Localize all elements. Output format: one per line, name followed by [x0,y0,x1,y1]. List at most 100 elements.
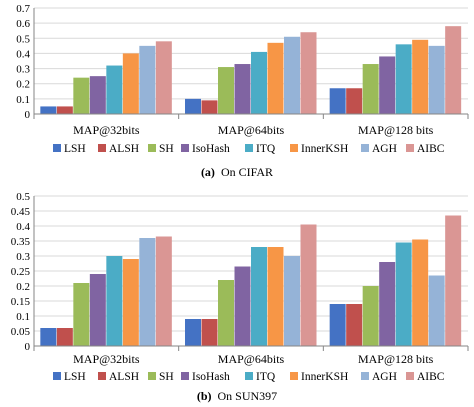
bar-lsh [329,304,346,346]
bar-alsh [201,319,218,346]
legend-swatch [406,372,414,380]
legend-label: InnerKSH [301,371,348,383]
bar-lsh [329,88,346,114]
y-tick-label: 0 [25,109,31,121]
legend-label: LSH [64,143,86,155]
caption-label: (a) [201,165,215,179]
bar-aibc [155,236,172,346]
legend-label: ITQ [256,143,276,155]
bar-agh [428,275,445,346]
bar-sh [218,280,234,346]
bar-itq [251,51,267,114]
bar-itq [395,44,412,114]
bar-agh [428,45,445,114]
bar-innerksh [267,247,284,346]
y-tick-label: 0.4 [16,48,30,60]
bar-sh [362,286,379,346]
category-label: MAP@32bits [73,352,140,366]
y-tick-label: 0.1 [16,94,30,106]
legend-swatch [290,144,298,152]
bar-alsh [201,100,218,114]
bar-sh [362,64,379,114]
legend-swatch [290,372,298,380]
y-tick-label: 0.05 [11,326,31,338]
bar-isohash [379,56,396,114]
bar-alsh [346,88,363,114]
bar-agh [284,36,300,115]
y-tick-label: 0.5 [16,33,30,45]
bar-aibc [155,41,172,114]
y-tick-label: 0.2 [16,79,30,91]
bar-innerksh [412,239,429,346]
bar-itq [106,65,123,114]
y-tick-label: 0.4 [16,221,30,233]
legend-swatch [98,144,106,152]
bar-aibc [445,215,462,346]
caption-label: (b) [197,389,212,403]
legend-label: IsoHash [192,371,230,383]
category-label: MAP@64bits [218,352,285,366]
bar-aibc [300,32,317,114]
bar-agh [139,238,156,346]
bar-lsh [40,328,57,346]
chart-caption: (a) On CIFAR [201,165,273,179]
legend-label: LSH [64,371,86,383]
y-tick-label: 0.3 [16,251,30,263]
bar-alsh [56,328,73,346]
legend-swatch [406,144,414,152]
caption-text: On CIFAR [221,165,273,179]
legend-label: InnerKSH [301,143,348,155]
legend-label: ALSH [109,143,139,155]
legend: LSH ALSH SH IsoHash ITQ InnerKSH AGH AIBC [53,143,445,155]
bar-isohash [89,76,106,114]
legend-label: IsoHash [192,143,230,155]
legend-label: SH [159,143,174,155]
legend-swatch [361,144,369,152]
legend-swatch [53,372,61,380]
legend-swatch [148,372,156,380]
bar-aibc [300,224,317,346]
bar-innerksh [122,53,139,114]
legend-swatch [245,144,253,152]
legend-label: AIBC [417,371,445,383]
bar-alsh [56,106,73,114]
bar-alsh [346,304,363,346]
bar-agh [284,256,300,346]
legend-label: SH [159,371,174,383]
legend-label: ALSH [109,371,139,383]
bar-sh [218,67,234,114]
legend-swatch [181,372,189,380]
bar-itq [106,256,123,346]
legend-swatch [98,372,106,380]
y-tick-label: 0.15 [11,296,31,308]
legend-label: AGH [372,371,397,383]
y-tick-label: 0.2 [16,281,30,293]
caption-text: On SUN397 [218,389,278,403]
y-tick-label: 0.5 [16,191,30,203]
bar-aibc [445,26,462,114]
category-label: MAP@128 bits [358,123,434,137]
legend-swatch [361,372,369,380]
legend-swatch [148,144,156,152]
bar-isohash [234,266,251,346]
chart-caption: (b) On SUN397 [197,389,277,403]
y-tick-label: 0 [25,341,31,353]
chart-a: 0 0.1 0.2 0.3 0.4 0.5 0.6 0.7 MAP@32bits MAP@64bi… [16,3,469,179]
bar-sh [73,77,90,114]
bar-innerksh [267,42,284,115]
y-tick-label: 0.45 [11,206,31,218]
bar-agh [139,45,156,114]
y-tick-label: 0.1 [16,311,30,323]
bar-lsh [40,106,57,114]
y-tick-label: 0.35 [11,236,31,248]
bar-itq [251,247,267,346]
bar-innerksh [412,39,429,114]
legend-label: AGH [372,143,397,155]
chart-b: 0 0.05 0.1 0.15 0.2 0.25 0.3 0.35 0.4 0.45 0.5 MAP@… [11,191,469,403]
bar-isohash [234,64,251,114]
bar-isohash [379,262,396,346]
bar-innerksh [122,259,139,346]
bar-lsh [185,98,201,114]
bar-sh [73,283,90,346]
